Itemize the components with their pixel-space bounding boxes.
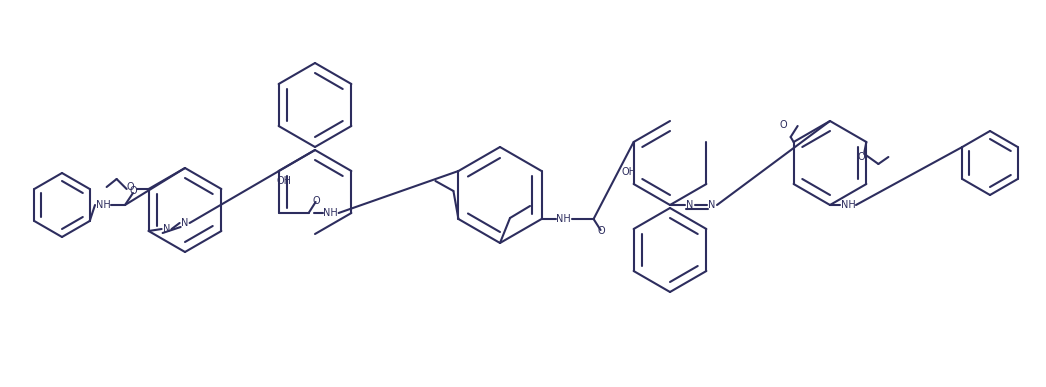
Text: O: O — [780, 120, 788, 130]
Text: O: O — [858, 152, 865, 162]
Text: NH: NH — [95, 200, 111, 210]
Text: N: N — [163, 224, 170, 234]
Text: NH: NH — [841, 200, 856, 210]
Text: O: O — [313, 196, 320, 206]
Text: OH: OH — [276, 176, 291, 186]
Text: NH: NH — [323, 208, 338, 218]
Text: O: O — [127, 182, 135, 192]
Text: N: N — [708, 200, 715, 210]
Text: OH: OH — [621, 167, 636, 177]
Text: O: O — [130, 186, 137, 196]
Text: N: N — [181, 218, 188, 228]
Text: NH: NH — [556, 214, 571, 224]
Text: O: O — [597, 226, 606, 236]
Text: N: N — [686, 200, 693, 210]
